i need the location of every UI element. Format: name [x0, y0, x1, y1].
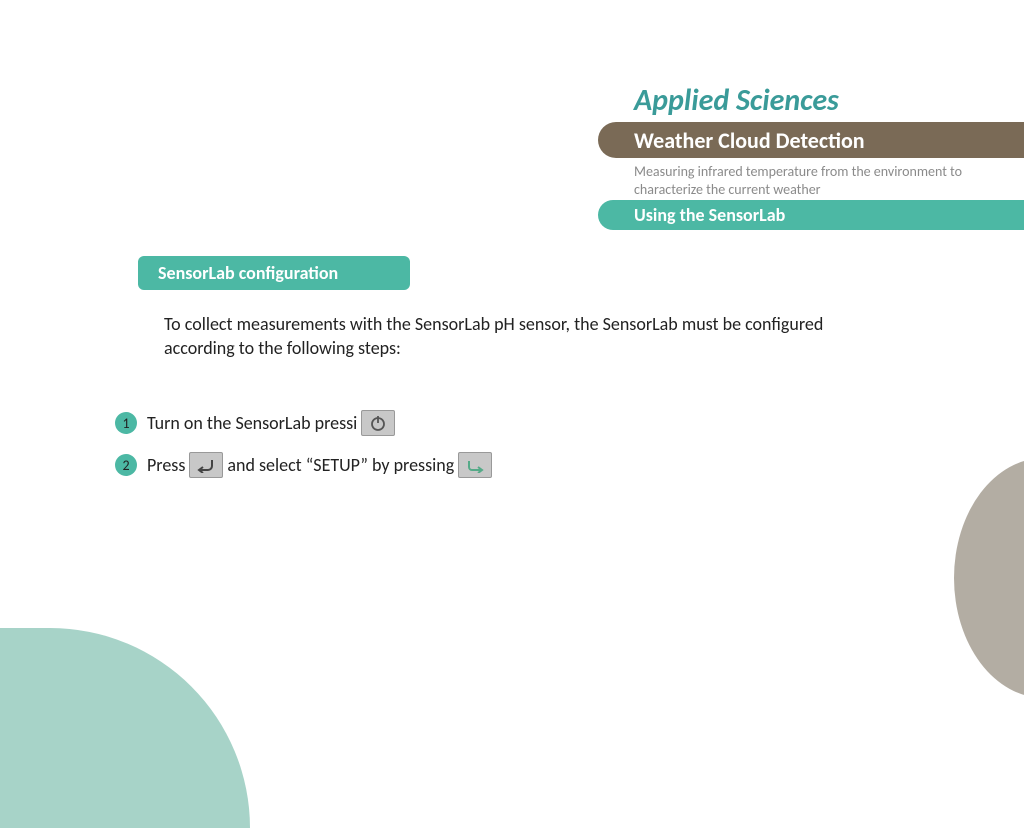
decor-shape-bottom-right [954, 458, 1024, 698]
return-icon [189, 452, 223, 478]
enter-icon [458, 452, 492, 478]
step-2-text-b: and select “SETUP” by pressing [227, 454, 454, 476]
step-row-2: 2 Press and select “SETUP” by pressing [115, 452, 496, 478]
page-title: Weather Cloud Detection [634, 127, 865, 154]
step-2-text-a: Press [147, 454, 185, 476]
content-section-label: SensorLab configuration [138, 256, 410, 290]
section-bar: Using the SensorLab [598, 200, 1024, 230]
step-1-text: Turn on the SensorLab pressi [147, 410, 399, 436]
step-2-text: Press and select “SETUP” by pressing [147, 452, 496, 478]
step-number-badge: 2 [115, 454, 137, 476]
content-section-label-text: SensorLab configuration [158, 262, 338, 284]
page-subtitle: Measuring infrared temperature from the … [634, 163, 1004, 199]
decor-shape-bottom-left [0, 628, 250, 828]
step-1-text-a: Turn on the SensorLab pressi [147, 412, 357, 434]
page-title-bar: Weather Cloud Detection [598, 122, 1024, 158]
brand-title: Applied Sciences [634, 82, 839, 119]
section-bar-label: Using the SensorLab [634, 204, 785, 226]
power-icon [361, 410, 395, 436]
step-number-badge: 1 [115, 412, 137, 434]
intro-paragraph: To collect measurements with the SensorL… [164, 312, 824, 361]
step-row-1: 1 Turn on the SensorLab pressi [115, 410, 399, 436]
